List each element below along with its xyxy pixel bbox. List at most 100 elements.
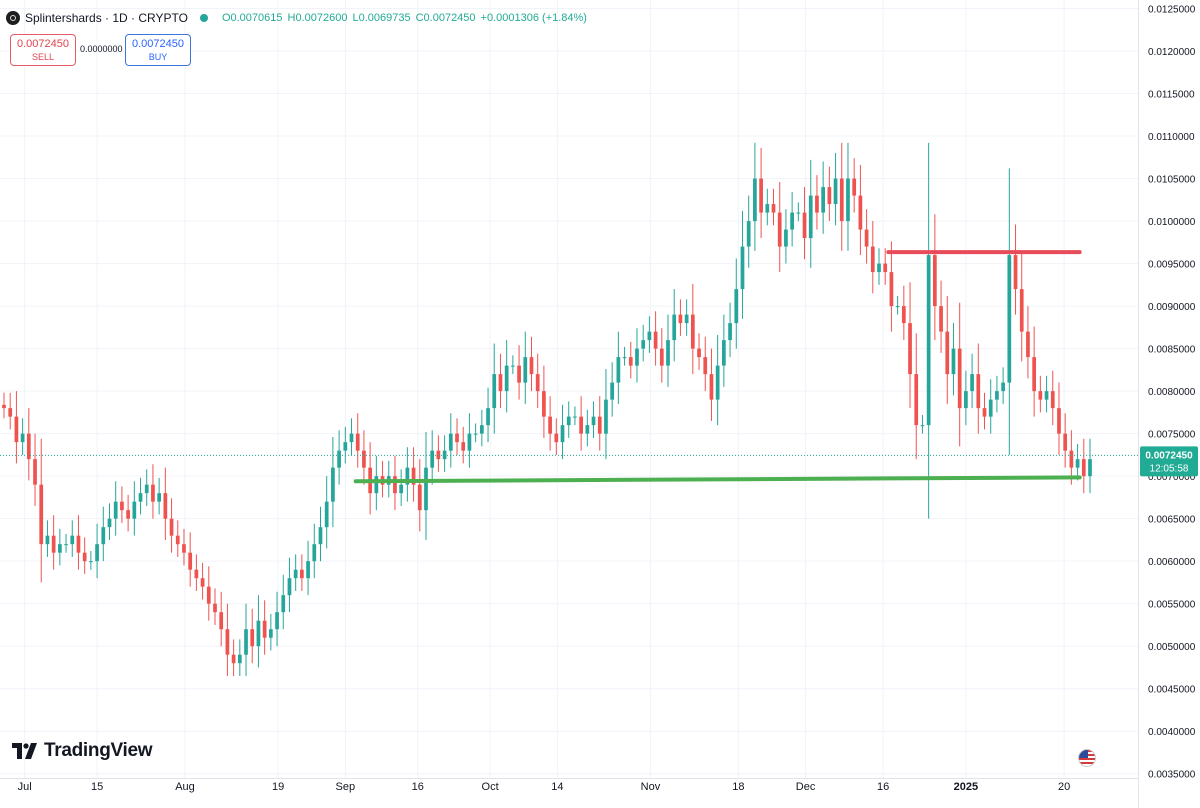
candle-body (393, 476, 397, 494)
candle-body (542, 391, 546, 417)
candle (653, 311, 658, 366)
price-tick-label: 0.0100000 (1148, 217, 1196, 228)
price-tick-label: 0.0070000 (1148, 472, 1196, 483)
candle-body (250, 629, 255, 647)
candle (839, 142, 844, 251)
candle-body (275, 612, 279, 630)
candle (157, 477, 162, 515)
candle (200, 562, 205, 600)
candle-body (175, 535, 180, 545)
candle-body (194, 569, 199, 579)
candle (467, 413, 472, 468)
ohlc-values: O0.0070615 H0.0072600 L0.0069735 C0.0072450… (222, 12, 592, 24)
candle-body (1013, 255, 1018, 290)
candle (64, 533, 68, 553)
candle (597, 396, 602, 451)
candle (554, 418, 559, 455)
candle (945, 295, 950, 404)
candle (244, 603, 248, 676)
candle (231, 639, 236, 676)
candle-body (39, 484, 44, 545)
candle (746, 195, 751, 268)
support-line (353, 475, 1082, 484)
candle-body (672, 314, 677, 341)
price-tick-label: 0.0050000 (1148, 642, 1196, 653)
ohlc-low: L0.0069735 (352, 12, 411, 24)
symbol-title[interactable]: Splintershards · 1D · CRYPTO (25, 11, 188, 25)
candle (777, 181, 782, 273)
candle-body (883, 263, 888, 273)
ohlc-change: +0.0001306 (+1.84%) (480, 12, 587, 24)
candle (926, 142, 931, 519)
candle (337, 430, 341, 485)
price-tick-label: 0.0060000 (1148, 557, 1196, 568)
candle (33, 433, 37, 506)
candle (57, 528, 62, 566)
candle (523, 331, 528, 404)
candle (932, 214, 937, 341)
candle-body (554, 433, 559, 443)
candle-body (82, 552, 87, 562)
candle-body (424, 467, 428, 511)
candle (579, 396, 583, 451)
candle-body (57, 544, 62, 553)
candle-body (26, 433, 31, 460)
candle (1088, 438, 1092, 494)
candle (511, 355, 515, 375)
candle (101, 506, 106, 562)
candle-body (945, 331, 950, 375)
candle (14, 391, 19, 464)
candle-body (237, 654, 242, 664)
candle (604, 369, 608, 460)
buy-button[interactable]: 0.0072450 BUY (125, 34, 191, 66)
sell-button[interactable]: 0.0072450 SELL (10, 34, 76, 66)
candle (715, 335, 720, 426)
candle (827, 166, 832, 222)
candle-body (306, 561, 310, 579)
candle (672, 289, 677, 362)
candle (753, 142, 757, 251)
candle-body (213, 603, 217, 613)
candle-body (256, 620, 261, 647)
candle (957, 302, 962, 447)
candle (2, 392, 6, 419)
candle-body (1057, 408, 1061, 434)
candle (436, 435, 441, 472)
candle-body (101, 527, 106, 545)
candle-body (20, 433, 25, 443)
candle-body (89, 561, 93, 563)
candle (1026, 306, 1030, 379)
candle (908, 282, 912, 409)
candle (635, 328, 639, 383)
candle-body (839, 178, 844, 222)
candle (250, 608, 255, 664)
price-tick-label: 0.0125000 (1148, 5, 1196, 16)
candle-body (318, 527, 323, 545)
tradingview-logo[interactable]: TradingView (12, 740, 153, 762)
candle (548, 396, 552, 451)
candle-body (697, 348, 701, 358)
time-tick-label: Aug (175, 781, 195, 793)
candle-body (417, 484, 422, 511)
candle-body (815, 195, 819, 213)
candle-body (281, 595, 286, 613)
us-flag-icon[interactable] (1078, 749, 1096, 767)
time-tick-label: Nov (641, 781, 661, 793)
candle (877, 248, 881, 285)
candle-body (120, 501, 124, 511)
time-tick-label: 15 (91, 781, 103, 793)
candle-body (355, 433, 360, 451)
candle (864, 209, 869, 264)
candle-body (976, 374, 981, 409)
candle-body (312, 544, 317, 562)
candle-body (957, 348, 962, 409)
candle (194, 554, 199, 591)
candle-body (616, 357, 621, 383)
candle-body (163, 493, 168, 519)
candle-body (628, 357, 633, 366)
candle-body (802, 212, 807, 239)
spread-value: 0.0000000 (80, 44, 123, 54)
candle (610, 362, 615, 417)
candle-body (566, 416, 571, 426)
